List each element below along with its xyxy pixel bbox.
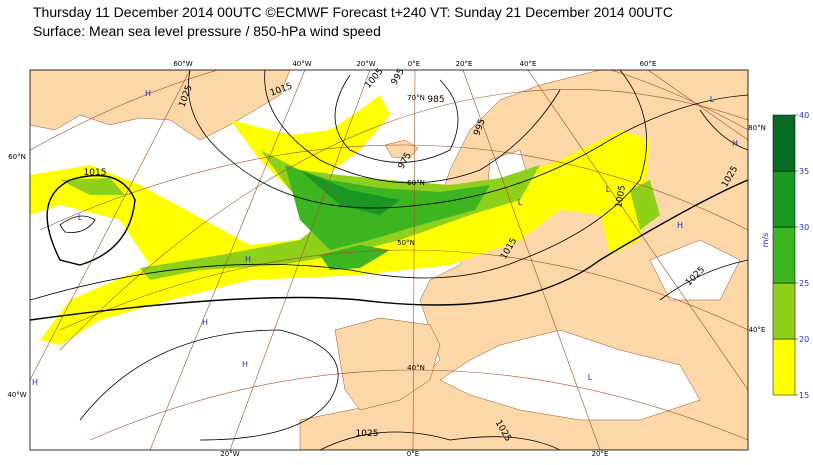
graticule-label: 20°W	[220, 450, 239, 458]
graticule	[30, 70, 748, 450]
pressure-center: H	[677, 221, 683, 230]
pressure-center: H	[245, 255, 251, 264]
graticule-label: 80°N	[748, 124, 766, 132]
isobar-label: 1015	[84, 168, 107, 178]
subtitle: Surface: Mean sea level pressure / 850-h…	[33, 23, 381, 39]
colorbar-band	[772, 338, 796, 396]
colorbar-unit: m/s	[761, 233, 770, 248]
colorbar-tick-label: 15	[799, 391, 809, 400]
isobar-label: 1005	[614, 185, 628, 209]
colorbar-tick-label: 40	[799, 111, 809, 120]
isobar-label: 985	[427, 95, 444, 105]
pressure-center: L	[606, 185, 611, 194]
graticule-label: 0°E	[407, 450, 419, 458]
map-frame	[29, 69, 749, 451]
map-body	[30, 70, 748, 450]
graticule-label: 20°W	[356, 60, 375, 68]
graticule-label: 20°E	[456, 60, 473, 68]
isobar-label: 1025	[356, 429, 379, 439]
pressure-center: L	[518, 198, 523, 207]
colorbar-tick-label: 30	[799, 223, 809, 232]
inland-seas	[439, 149, 741, 421]
graticule-label: 0°E	[408, 60, 420, 68]
pressure-center: H	[242, 360, 248, 369]
colorbar-tick-label: 35	[799, 167, 809, 176]
graticule-label: 70°N	[407, 94, 425, 102]
colorbar-tick-label: 20	[799, 335, 809, 344]
isobars	[30, 70, 748, 450]
graticule-label: 40°W	[7, 391, 26, 399]
pressure-center: H	[202, 318, 208, 327]
colorbar-band	[772, 226, 796, 284]
graticule-label: 40°N	[407, 364, 425, 372]
graticule-label: 20°E	[592, 450, 609, 458]
graticule-label: 60°N	[8, 153, 26, 161]
graticule-label: 60°W	[173, 60, 192, 68]
colorbar-tick-label: 25	[799, 279, 809, 288]
graticule-label: 40°E	[749, 326, 766, 334]
colorbar-band	[772, 114, 796, 172]
graticule-label: 50°N	[397, 239, 415, 247]
pressure-center: L	[78, 213, 83, 222]
graticule-label: 60°N	[407, 179, 425, 187]
graticule-label: 40°E	[520, 60, 537, 68]
graticule-label: 40°W	[292, 60, 311, 68]
pressure-center: H	[145, 89, 151, 98]
colorbar-band	[772, 170, 796, 228]
pressure-center: H	[32, 378, 38, 387]
graticule-label: 60°E	[640, 60, 657, 68]
wind-30	[300, 170, 400, 215]
pressure-center: L	[588, 373, 593, 382]
pressure-center: H	[732, 139, 738, 148]
pressure-center: L	[710, 95, 715, 104]
title: Thursday 11 December 2014 00UTC ©ECMWF F…	[33, 4, 673, 20]
colorbar-band	[772, 282, 796, 340]
